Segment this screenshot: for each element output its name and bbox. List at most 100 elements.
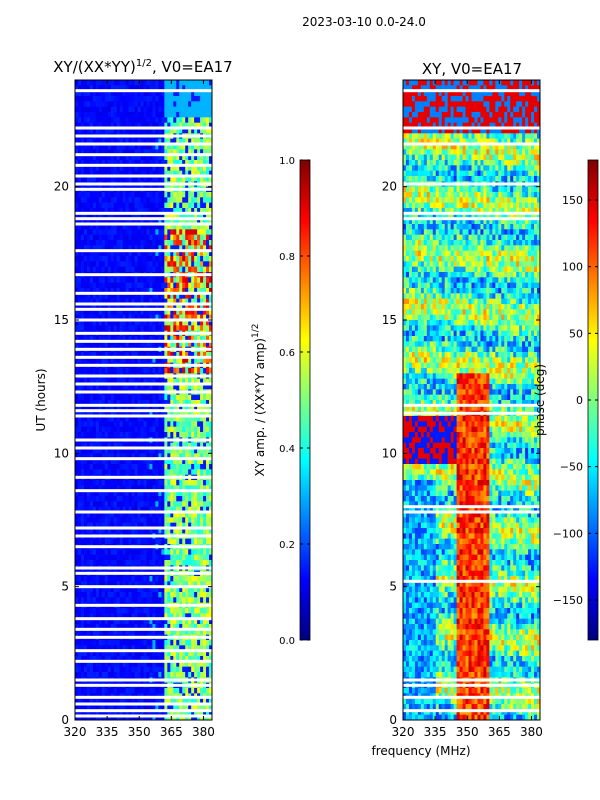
heatmap-cell bbox=[128, 122, 132, 129]
heatmap-cell bbox=[191, 410, 195, 417]
heatmap-cell bbox=[179, 592, 183, 598]
heatmap-cell bbox=[194, 560, 198, 566]
heatmap-cell bbox=[122, 528, 127, 534]
heatmap-cell bbox=[164, 192, 168, 198]
heatmap-cell bbox=[155, 485, 159, 492]
heatmap-cell bbox=[197, 517, 201, 524]
heatmap-cell bbox=[119, 560, 124, 566]
heatmap-cell bbox=[107, 80, 112, 86]
heatmap-cell bbox=[164, 528, 168, 534]
heatmap-cell bbox=[92, 586, 97, 593]
heatmap-cell bbox=[80, 581, 85, 588]
heatmap-cell bbox=[125, 421, 130, 428]
heatmap-cell bbox=[161, 122, 165, 129]
heatmap-cell bbox=[173, 512, 177, 518]
heatmap-cell bbox=[137, 453, 141, 460]
heatmap-cell bbox=[122, 170, 127, 177]
heatmap-cell bbox=[197, 394, 201, 401]
heatmap-cell bbox=[122, 485, 127, 492]
heatmap-cell bbox=[128, 624, 132, 630]
heatmap-cell bbox=[152, 165, 156, 172]
heatmap-cell bbox=[125, 101, 130, 108]
heatmap-cell bbox=[98, 282, 103, 289]
heatmap-cell bbox=[137, 458, 141, 465]
heatmap-cell bbox=[149, 309, 153, 316]
heatmap-cell bbox=[128, 304, 132, 310]
heatmap-cell bbox=[125, 592, 130, 598]
heatmap-cell bbox=[206, 288, 210, 294]
heatmap-cell bbox=[209, 176, 213, 182]
heatmap-cell bbox=[95, 496, 100, 502]
heatmap-cell bbox=[140, 608, 144, 614]
heatmap-cell bbox=[98, 528, 103, 534]
heatmap-cell bbox=[92, 512, 97, 518]
heatmap-cell bbox=[83, 336, 88, 342]
heatmap-cell bbox=[167, 320, 171, 326]
heatmap-cell bbox=[83, 341, 88, 348]
heatmap-cell bbox=[143, 245, 147, 252]
heatmap-cell bbox=[137, 426, 141, 433]
heatmap-cell bbox=[140, 256, 144, 262]
heatmap-cell bbox=[179, 112, 183, 118]
heatmap-cell bbox=[110, 421, 115, 428]
heatmap-cell bbox=[83, 261, 88, 268]
heatmap-cell bbox=[104, 421, 109, 428]
heatmap-cell bbox=[179, 378, 183, 385]
heatmap-cell bbox=[80, 138, 85, 145]
heatmap-cell bbox=[176, 645, 180, 652]
heatmap-cell bbox=[188, 106, 192, 113]
heatmap-cell bbox=[206, 101, 210, 108]
heatmap-cell bbox=[149, 213, 153, 220]
heatmap-cell bbox=[80, 256, 85, 262]
heatmap-cell bbox=[149, 560, 153, 566]
heatmap-cell bbox=[149, 368, 153, 374]
heatmap-cell bbox=[98, 560, 103, 566]
heatmap-cell bbox=[152, 650, 156, 657]
heatmap-cell bbox=[137, 165, 141, 172]
heatmap-cell bbox=[197, 112, 201, 118]
heatmap-cell bbox=[194, 506, 198, 513]
heatmap-cell bbox=[80, 624, 85, 630]
heatmap-cell bbox=[164, 394, 168, 401]
heatmap-cell bbox=[191, 485, 195, 492]
heatmap-cell bbox=[161, 266, 165, 273]
heatmap-cell bbox=[176, 197, 180, 204]
heatmap-cell bbox=[89, 469, 94, 476]
heatmap-cell bbox=[209, 496, 213, 502]
heatmap-cell bbox=[137, 485, 141, 492]
heatmap-cell bbox=[125, 176, 130, 182]
heatmap-cell bbox=[152, 160, 156, 166]
heatmap-cell bbox=[98, 128, 103, 134]
heatmap-cell bbox=[158, 165, 162, 172]
heatmap-cell bbox=[107, 421, 112, 428]
heatmap-cell bbox=[173, 560, 177, 566]
heatmap-cell bbox=[104, 554, 109, 561]
heatmap-cell bbox=[140, 240, 144, 246]
heatmap-cell bbox=[155, 138, 159, 145]
heatmap-cell bbox=[95, 522, 100, 529]
heatmap-cell bbox=[110, 490, 115, 497]
heatmap-cell bbox=[89, 154, 94, 161]
heatmap-cell bbox=[152, 352, 156, 358]
heatmap-cell bbox=[155, 410, 159, 417]
heatmap-cell bbox=[146, 165, 150, 172]
heatmap-cell bbox=[170, 624, 174, 630]
heatmap-cell bbox=[113, 426, 118, 433]
heatmap-cell bbox=[173, 549, 177, 556]
heatmap-cell bbox=[143, 592, 147, 598]
heatmap-cell bbox=[98, 650, 103, 657]
heatmap-cell bbox=[101, 613, 106, 620]
heatmap-cell bbox=[125, 309, 130, 316]
heatmap-cell bbox=[155, 112, 159, 118]
heatmap-cell bbox=[86, 154, 91, 161]
heatmap-cell bbox=[110, 656, 115, 662]
heatmap-cell bbox=[107, 208, 112, 214]
heatmap-cell bbox=[83, 416, 88, 422]
heatmap-cell bbox=[137, 522, 141, 529]
heatmap-cell bbox=[188, 581, 192, 588]
heatmap-cell bbox=[128, 138, 132, 145]
heatmap-cell bbox=[176, 368, 180, 374]
heatmap-cell bbox=[128, 224, 132, 230]
heatmap-cell bbox=[182, 149, 186, 156]
heatmap-cell bbox=[149, 480, 153, 486]
